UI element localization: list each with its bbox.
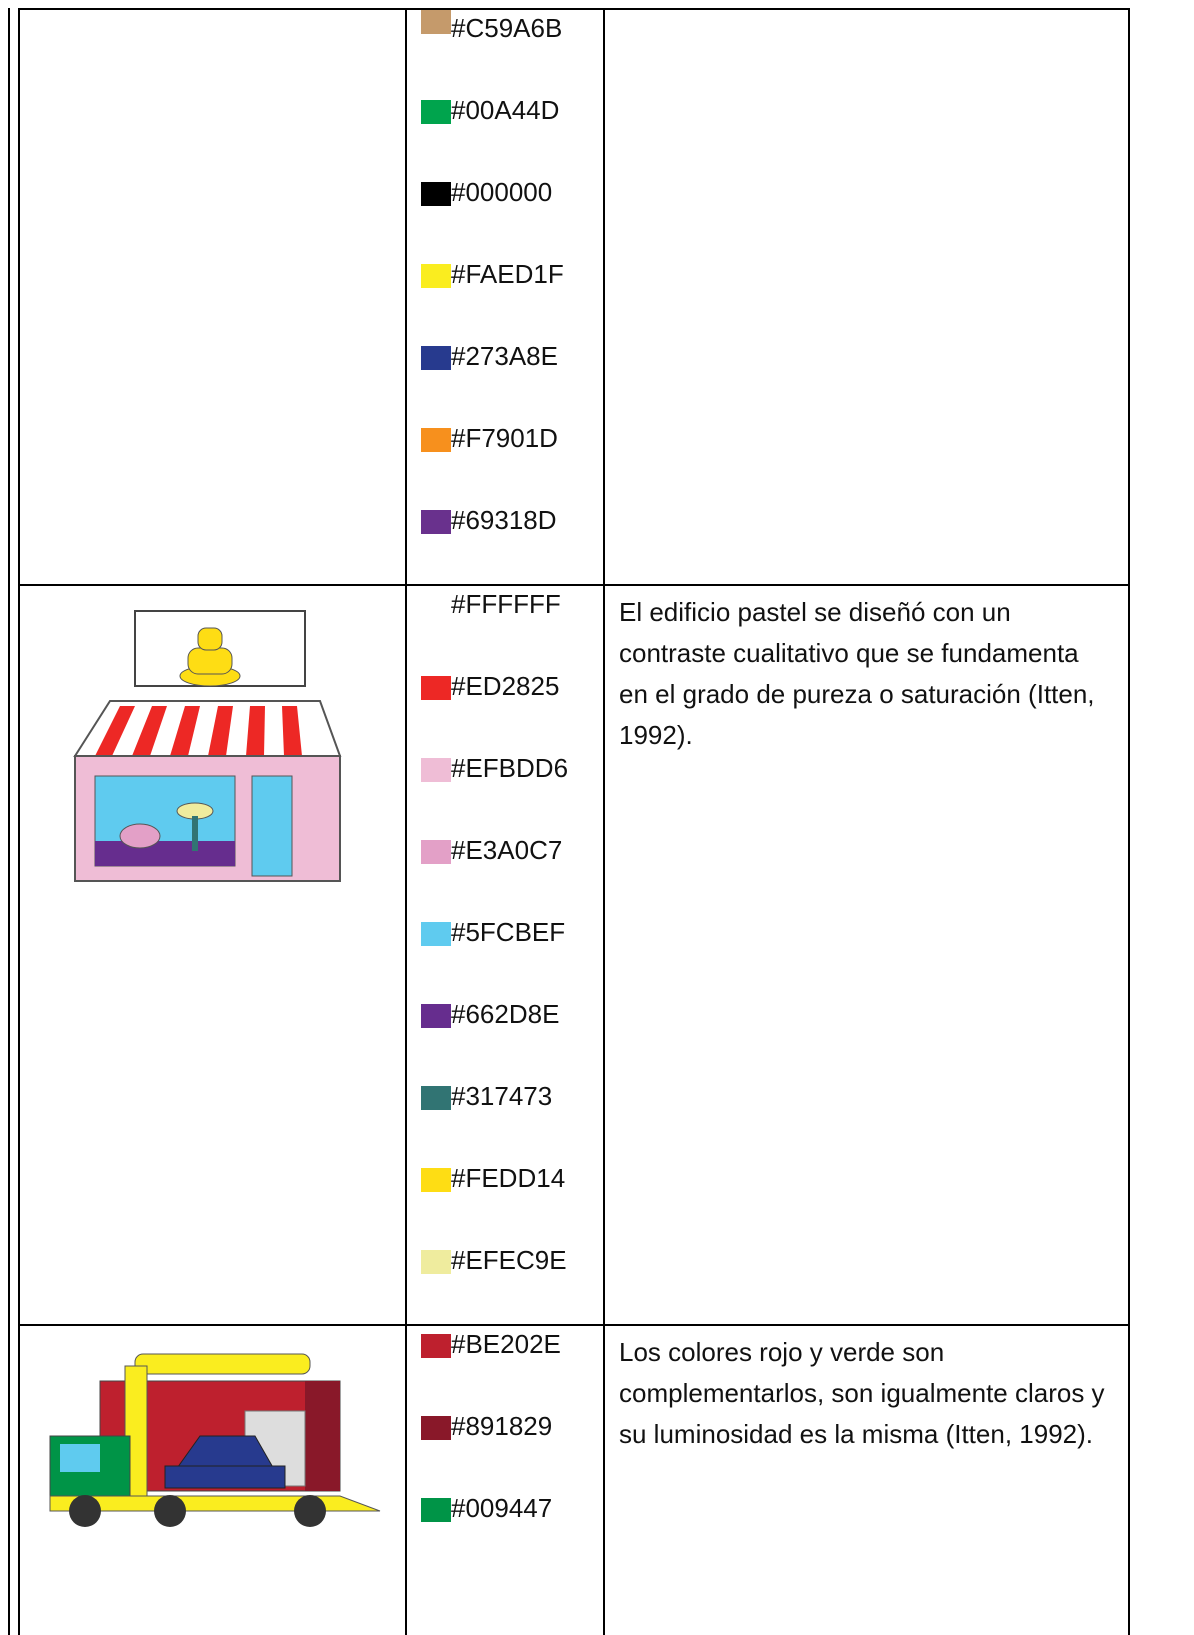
border-line: [8, 8, 10, 1635]
description: El edificio pastel se diseñó con un cont…: [619, 597, 1095, 750]
color-swatch: [421, 182, 451, 206]
color-entry: #317473: [407, 1078, 603, 1160]
color-code: #273A8E: [451, 341, 558, 371]
image-cell: [18, 8, 407, 586]
color-swatch: [421, 10, 451, 34]
color-swatch: [421, 594, 451, 618]
color-swatch: [421, 346, 451, 370]
color-swatch: [421, 922, 451, 946]
description-cell: Los colores rojo y verde son complementa…: [603, 1324, 1130, 1635]
color-swatch: [421, 840, 451, 864]
color-entry: #BE202E: [407, 1326, 603, 1408]
color-entry: #FFFFFF: [407, 586, 603, 668]
color-entry: #FEDD14: [407, 1160, 603, 1242]
truck-illustration: [49, 1353, 381, 1527]
cake-shop-illustration: [73, 610, 342, 882]
description-cell: El edificio pastel se diseñó con un cont…: [603, 584, 1130, 1326]
image-cell: [18, 584, 407, 1326]
table-row: #C59A6B #00A44D #000000 #FAED1F #273A8E #F790…: [18, 8, 1130, 586]
table-row: #BE202E #891829 #009447 Los colores rojo y…: [18, 1324, 1130, 1635]
color-code: #EFEC9E: [451, 1245, 567, 1275]
color-swatch: [421, 100, 451, 124]
description: Los colores rojo y verde son complementa…: [619, 1337, 1105, 1449]
color-code: #E3A0C7: [451, 835, 563, 865]
color-swatch: [421, 264, 451, 288]
color-code: #5FCBEF: [451, 917, 566, 947]
color-swatch: [421, 1086, 451, 1110]
color-code: #891829: [451, 1411, 553, 1441]
color-swatch: [421, 676, 451, 700]
color-swatch: [421, 1334, 451, 1358]
color-code: #317473: [451, 1081, 553, 1111]
color-entry: #00A44D: [407, 92, 603, 174]
table-row: #FFFFFF #ED2825 #EFBDD6 #E3A0C7 #5FCBEF #662D…: [18, 584, 1130, 1326]
color-swatch: [421, 1416, 451, 1440]
colors-cell: #C59A6B #00A44D #000000 #FAED1F #273A8E #F790…: [405, 8, 605, 586]
color-entry: #662D8E: [407, 996, 603, 1078]
color-entry: #EFBDD6: [407, 750, 603, 832]
color-entry: #F7901D: [407, 420, 603, 502]
color-code: #FAED1F: [451, 259, 564, 289]
color-code: #BE202E: [451, 1329, 561, 1359]
color-code: #662D8E: [451, 999, 560, 1029]
color-entry: #000000: [407, 174, 603, 256]
color-code: #009447: [451, 1493, 553, 1523]
color-code: #FEDD14: [451, 1163, 566, 1193]
color-entry: #891829: [407, 1408, 603, 1490]
color-swatch: [421, 428, 451, 452]
color-swatch: [421, 1498, 451, 1522]
color-code: #F7901D: [451, 423, 558, 453]
color-swatch: [421, 1004, 451, 1028]
color-entry: #69318D: [407, 502, 603, 584]
color-code: #EFBDD6: [451, 753, 569, 783]
color-entry: #C59A6B: [407, 10, 603, 92]
color-code: #000000: [451, 177, 553, 207]
color-code: #00A44D: [451, 95, 560, 125]
color-swatch: [421, 1168, 451, 1192]
color-entry: #E3A0C7: [407, 832, 603, 914]
color-table: #C59A6B #00A44D #000000 #FAED1F #273A8E #F790…: [18, 8, 1130, 1635]
color-swatch: [421, 510, 451, 534]
image-cell: [18, 1324, 407, 1635]
color-entry: #FAED1F: [407, 256, 603, 338]
color-entry: #009447: [407, 1490, 603, 1572]
color-code: #C59A6B: [451, 13, 563, 43]
description-cell: [603, 8, 1130, 586]
color-entry: #ED2825: [407, 668, 603, 750]
color-swatch: [421, 758, 451, 782]
color-entry: #273A8E: [407, 338, 603, 420]
color-entry: #EFEC9E: [407, 1242, 603, 1324]
color-code: #69318D: [451, 505, 557, 535]
color-code: #FFFFFF: [451, 589, 561, 619]
color-swatch: [421, 1250, 451, 1274]
color-entry: #5FCBEF: [407, 914, 603, 996]
colors-cell: #BE202E #891829 #009447: [405, 1324, 605, 1635]
colors-cell: #FFFFFF #ED2825 #EFBDD6 #E3A0C7 #5FCBEF #662D…: [405, 584, 605, 1326]
color-code: #ED2825: [451, 671, 560, 701]
